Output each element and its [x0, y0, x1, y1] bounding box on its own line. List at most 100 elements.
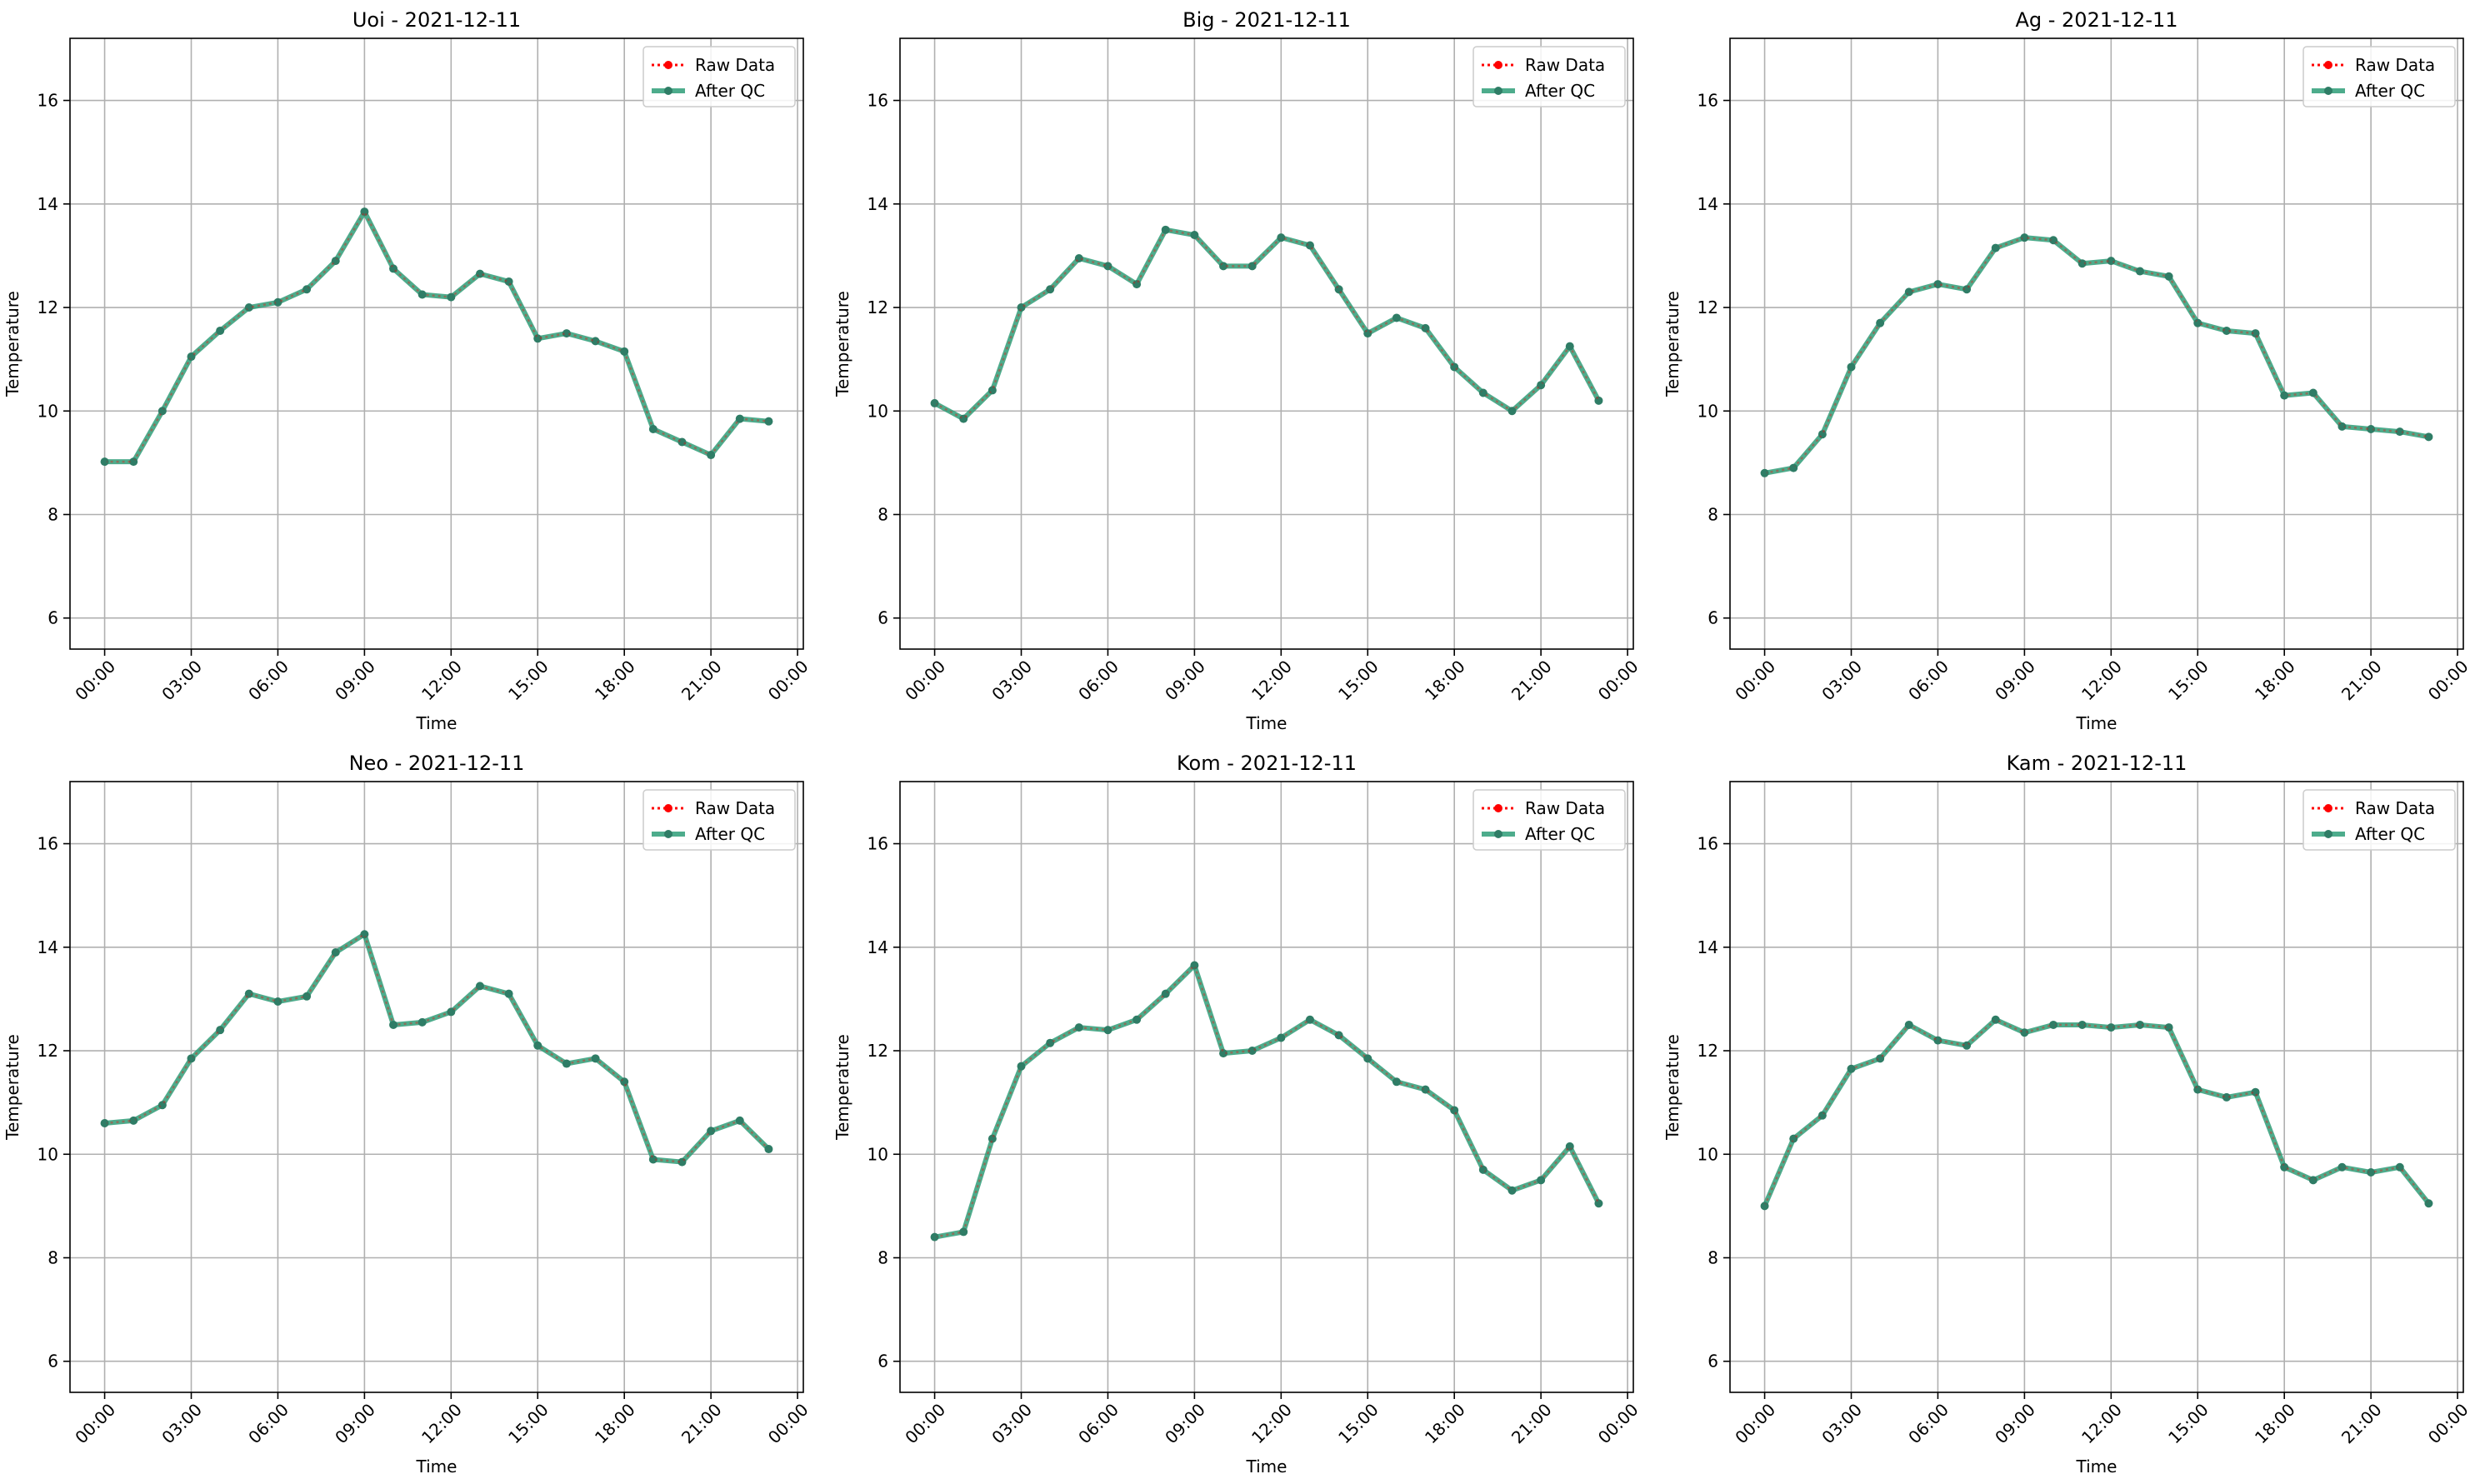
legend-marker-raw-data — [1494, 804, 1502, 812]
raw-data-point — [1935, 282, 1940, 287]
raw-data-point — [2022, 235, 2027, 240]
raw-data-point — [1250, 263, 1255, 268]
raw-data-point — [932, 1235, 938, 1240]
raw-data-point — [189, 354, 194, 359]
y-tick-label: 12 — [38, 297, 58, 317]
raw-data-point — [2398, 1165, 2402, 1170]
raw-data-point — [1048, 287, 1052, 292]
y-tick-label: 12 — [1698, 297, 1718, 317]
chart-panel: 00:00 03:00 06:00 09:00 12:00 15:00 18:00 21:00… — [832, 8, 1642, 733]
raw-data-point — [2311, 1177, 2316, 1182]
legend-marker-after-qc — [1494, 87, 1502, 95]
chart-title: Kom - 2021-12-11 — [1177, 752, 1357, 775]
raw-data-point — [1192, 232, 1197, 237]
legend-marker-raw-data — [664, 61, 672, 69]
legend-label-after-qc: After QC — [1525, 81, 1595, 101]
raw-data-point — [2108, 1025, 2113, 1030]
raw-data-point — [478, 983, 482, 988]
x-tick-label: 00:00 — [764, 657, 812, 705]
y-tick-label: 16 — [38, 834, 58, 854]
y-tick-label: 14 — [1698, 937, 1718, 957]
legend: Raw Data After QC — [1472, 789, 1626, 851]
raw-data-point — [961, 417, 966, 422]
y-tick-label: 6 — [878, 1352, 888, 1372]
raw-data-point — [1077, 1025, 1082, 1030]
series-line-raw-data — [104, 209, 769, 463]
x-axis-label: Time — [416, 1457, 458, 1477]
x-axis-label: Time — [2076, 1457, 2118, 1477]
x-tick-label: 21:00 — [678, 657, 726, 705]
raw-data-point — [2426, 434, 2431, 439]
chart-panel: 00:00 03:00 06:00 09:00 12:00 15:00 18:00 21:00… — [832, 752, 1642, 1477]
raw-data-point — [622, 349, 627, 354]
raw-data-point — [1163, 227, 1168, 232]
x-tick-label: 00:00 — [901, 657, 949, 705]
raw-data-point — [507, 992, 512, 997]
plot-area — [899, 781, 1634, 1393]
raw-data-point — [1481, 1167, 1486, 1172]
grid — [1730, 38, 2463, 649]
y-tick-label: 8 — [1708, 1247, 1718, 1267]
x-axis-label: Time — [2076, 713, 2118, 733]
grid — [70, 38, 803, 649]
x-tick-label: 12:00 — [1248, 657, 1296, 705]
y-axis-label: Temperature — [1662, 291, 1682, 397]
x-tick-label: 06:00 — [244, 1400, 292, 1448]
raw-data-point — [1907, 289, 1912, 294]
raw-data-point — [2167, 1025, 2172, 1030]
raw-data-point — [2224, 1095, 2229, 1100]
y-tick-label: 10 — [38, 401, 58, 421]
legend-label-raw-data: Raw Data — [2355, 798, 2435, 818]
raw-data-point — [131, 459, 136, 464]
raw-data-point — [1337, 1032, 1342, 1037]
raw-data-point — [2108, 258, 2113, 263]
x-tick-label: 18:00 — [1421, 657, 1469, 705]
series-line-raw-data — [1763, 1018, 2430, 1207]
raw-data-point — [2195, 1087, 2200, 1092]
y-tick-label: 16 — [868, 91, 888, 111]
raw-data-point — [1791, 1137, 1796, 1142]
legend-label-after-qc: After QC — [1525, 824, 1595, 844]
raw-data-point — [1048, 1041, 1052, 1046]
legend-label-raw-data: Raw Data — [1525, 55, 1605, 75]
raw-data-point — [507, 279, 512, 284]
y-tick-label: 6 — [1708, 1352, 1718, 1372]
x-tick-label: 00:00 — [71, 1400, 119, 1448]
legend-label-raw-data: Raw Data — [695, 55, 775, 75]
plot-area — [69, 781, 804, 1393]
raw-data-point — [1878, 321, 1882, 326]
x-tick-label: 21:00 — [2338, 1400, 2386, 1448]
series-line-after-qc — [934, 962, 1602, 1240]
legend-label-after-qc: After QC — [2355, 824, 2425, 844]
y-tick-label: 6 — [1708, 608, 1718, 628]
x-tick-label: 00:00 — [1594, 1400, 1642, 1448]
series-line-after-qc — [104, 932, 771, 1165]
chart-panel: 00:00 03:00 06:00 09:00 12:00 15:00 18:00 21:00… — [2, 8, 812, 733]
x-tick-label: 00:00 — [764, 1400, 812, 1448]
raw-data-point — [1849, 1067, 1854, 1072]
raw-data-point — [1077, 256, 1082, 261]
series-line-after-qc — [1764, 235, 2429, 476]
plot-area — [69, 37, 804, 650]
legend-marker-after-qc — [2324, 87, 2332, 95]
x-tick-label: 21:00 — [1508, 657, 1556, 705]
y-tick-label: 8 — [1708, 504, 1718, 524]
raw-data-point — [679, 1160, 684, 1165]
raw-data-point — [1935, 1038, 1940, 1043]
y-tick-label: 10 — [868, 401, 888, 421]
raw-data-point — [102, 459, 108, 464]
x-tick-label: 03:00 — [988, 657, 1036, 705]
x-tick-label: 09:00 — [1161, 657, 1209, 705]
raw-data-point — [651, 1157, 656, 1162]
chart-panel: 00:00 03:00 06:00 09:00 12:00 15:00 18:00 21:00… — [1662, 752, 2472, 1477]
y-tick-label: 8 — [48, 504, 58, 524]
y-tick-label: 14 — [1698, 194, 1718, 214]
raw-data-point — [1878, 1056, 1882, 1061]
plot-area — [1729, 781, 2464, 1393]
raw-data-point — [1907, 1022, 1912, 1027]
raw-data-point — [2138, 269, 2142, 274]
raw-data-point — [1538, 382, 1543, 387]
raw-data-point — [1568, 344, 1572, 349]
raw-data-point — [1820, 432, 1825, 437]
